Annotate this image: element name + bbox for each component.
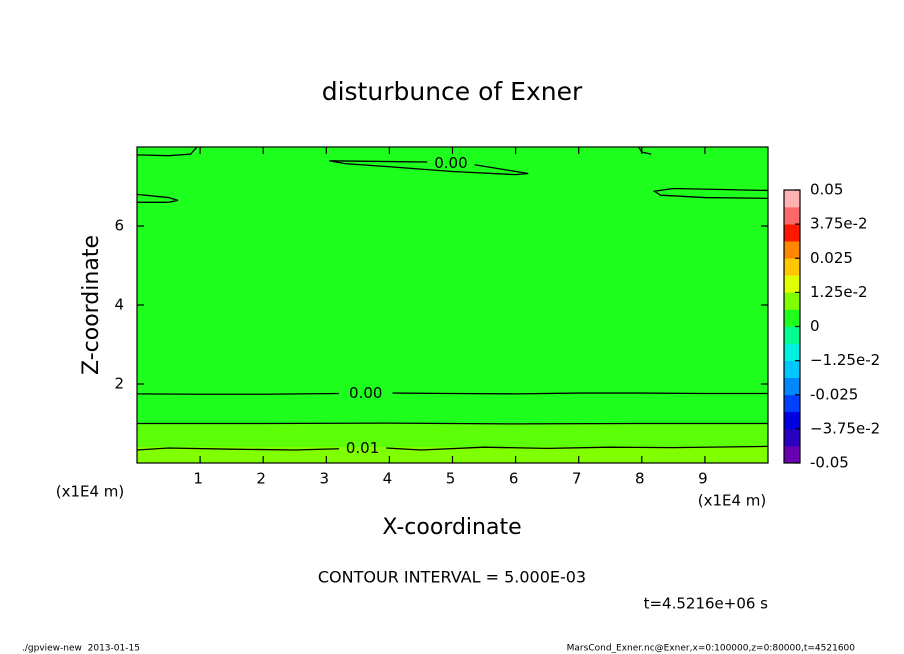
colorbar-tick-label: -0.05 bbox=[810, 454, 849, 472]
contour-label: 0.01 bbox=[346, 439, 379, 457]
colorbar-tick-label: 3.75e-2 bbox=[810, 215, 868, 233]
contour-line bbox=[136, 146, 198, 157]
y-tick-label: 6 bbox=[114, 217, 124, 235]
plot-area: 0.00 0.00 0.01 bbox=[136, 146, 769, 457]
colorbar-tick-label: −3.75e-2 bbox=[810, 419, 880, 437]
colorbar-swatch bbox=[784, 309, 800, 327]
colorbar-swatch bbox=[784, 411, 800, 430]
colorbar-swatch bbox=[784, 326, 800, 344]
footer-left: ./gpview-new 2013-01-15 bbox=[22, 644, 140, 654]
colorbar-tick-label: 0 bbox=[810, 317, 820, 335]
colorbar-swatch bbox=[784, 275, 800, 293]
colorbar-tick-label: 0.05 bbox=[810, 181, 843, 199]
x-axis-label: X-coordinate bbox=[382, 515, 521, 540]
contour-line bbox=[136, 193, 179, 203]
y-unit-label: (x1E4 m) bbox=[56, 483, 125, 501]
colorbar-tick-label: -0.025 bbox=[810, 385, 858, 403]
colorbar-swatch bbox=[784, 241, 800, 259]
colorbar-tick-label: 0.025 bbox=[810, 249, 853, 267]
colorbar-tick-label: 1.25e-2 bbox=[810, 283, 868, 301]
contour-line bbox=[136, 445, 769, 451]
contour-line bbox=[137, 422, 768, 425]
colorbar-swatch bbox=[784, 428, 800, 447]
footer-right: MarsCond_Exner.nc@Exner,x=0:100000,z=0:8… bbox=[567, 644, 856, 654]
colorbar-swatch bbox=[784, 445, 800, 464]
x-tick-label: 6 bbox=[509, 470, 519, 488]
y-tick-label: 4 bbox=[114, 296, 124, 314]
colorbar-swatch bbox=[784, 377, 800, 396]
colorbar: -0.05 −3.75e-2 -0.025 −1.25e-2 0 1.25e-2 0.025… bbox=[783, 181, 880, 472]
y-axis-label: Z-coordinate bbox=[79, 235, 104, 375]
x-unit-label: (x1E4 m) bbox=[698, 492, 767, 510]
x-tick-label: 1 bbox=[193, 470, 203, 488]
colorbar-swatch bbox=[784, 394, 800, 413]
colorbar-swatch bbox=[784, 292, 800, 310]
x-tick-label: 4 bbox=[383, 470, 393, 488]
contour-label: 0.00 bbox=[434, 154, 467, 172]
field-fill bbox=[137, 423, 768, 447]
colorbar-swatch bbox=[784, 224, 800, 242]
y-tick-label: 2 bbox=[114, 375, 124, 393]
colorbar-swatch bbox=[784, 258, 800, 276]
colorbar-swatch bbox=[784, 360, 800, 378]
x-tick-label: 9 bbox=[698, 470, 708, 488]
x-tick-label: 2 bbox=[256, 470, 266, 488]
x-tick-label: 5 bbox=[446, 470, 456, 488]
x-tick-label: 7 bbox=[572, 470, 582, 488]
colorbar-swatch bbox=[784, 207, 800, 225]
contour-line bbox=[136, 392, 768, 395]
contour-interval: CONTOUR INTERVAL = 5.000E-03 bbox=[318, 568, 586, 587]
colorbar-swatch bbox=[784, 343, 800, 361]
contour-line bbox=[652, 187, 769, 199]
field-fill bbox=[137, 147, 768, 463]
contour-label: 0.00 bbox=[349, 384, 382, 402]
colorbar-tick-label: −1.25e-2 bbox=[810, 351, 880, 369]
chart-title: disturbunce of Exner bbox=[322, 77, 583, 106]
field-fill bbox=[137, 447, 768, 463]
x-tick-label: 8 bbox=[635, 470, 645, 488]
time-label: t=4.5216e+06 s bbox=[644, 595, 769, 613]
contour-line bbox=[329, 160, 529, 176]
x-tick-label: 3 bbox=[320, 470, 330, 488]
colorbar-swatch bbox=[784, 190, 800, 208]
